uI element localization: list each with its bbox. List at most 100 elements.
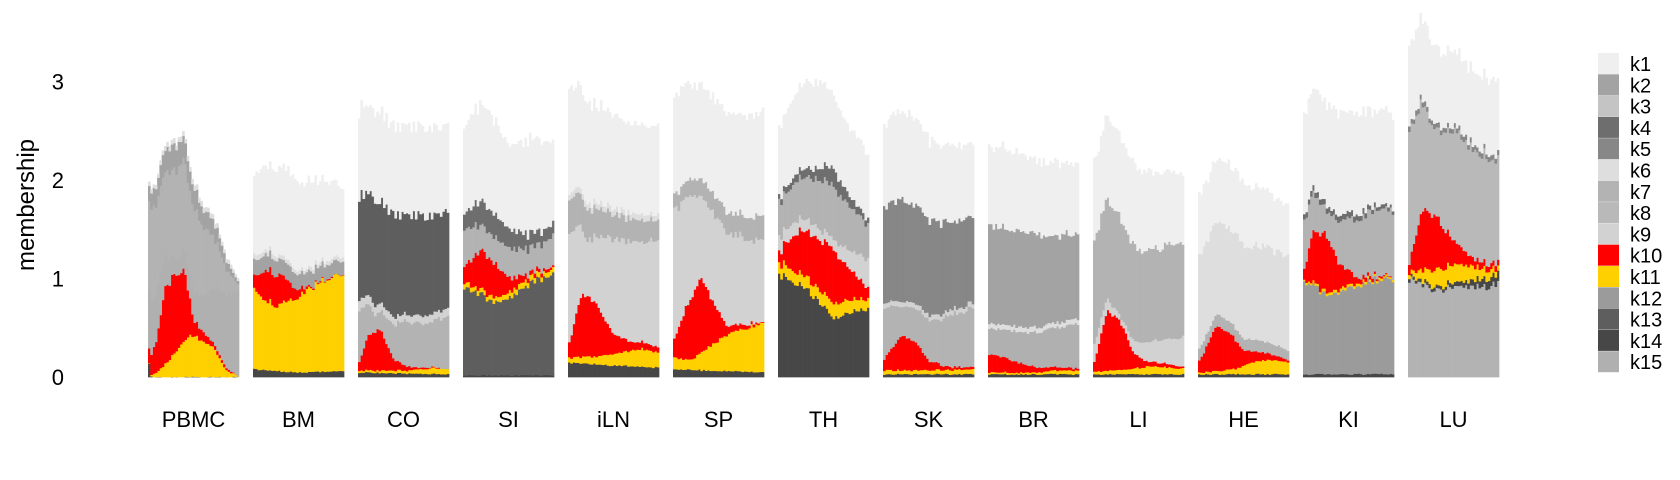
- bar-column: [903, 369, 907, 375]
- bar-column: [309, 287, 313, 372]
- bar-column: [942, 366, 945, 371]
- bar-column: [1339, 109, 1343, 216]
- bar-column: [216, 223, 219, 228]
- bar-column: [1378, 373, 1381, 378]
- bar-column: [150, 193, 153, 210]
- bar-column: [360, 355, 363, 371]
- bar-column: [1417, 278, 1420, 282]
- bar-column: [367, 303, 370, 335]
- bar-column: [488, 110, 491, 209]
- bar-column: [437, 309, 441, 318]
- bar-column: [547, 226, 550, 240]
- bar-column: [853, 296, 856, 310]
- bar-column: [161, 177, 165, 264]
- bar-segment-TH-k4: [778, 161, 870, 227]
- bar-column: [964, 366, 968, 370]
- bar-column: [1181, 244, 1185, 336]
- bar-column: [1017, 326, 1021, 332]
- bar-column: [232, 291, 235, 373]
- bar-column: [314, 264, 318, 281]
- legend-swatch: [1598, 95, 1619, 117]
- bar-column: [1279, 251, 1283, 348]
- bar-column: [358, 300, 361, 312]
- bar-column: [887, 119, 891, 203]
- bar-column: [716, 342, 719, 372]
- bar-column: [937, 368, 941, 374]
- bar-column: [262, 256, 265, 273]
- bar-column: [588, 207, 592, 238]
- bar-column: [1017, 229, 1021, 327]
- bar-column: [1108, 122, 1112, 207]
- bar-column: [506, 226, 509, 247]
- bar-column: [328, 278, 331, 281]
- bar-column: [1339, 291, 1343, 375]
- y-tick-label: 1: [52, 267, 64, 292]
- bar-column: [547, 374, 550, 378]
- bar-column: [544, 228, 548, 242]
- bar-segment-SK-k11: [883, 368, 975, 376]
- bar-column: [472, 257, 475, 288]
- bar-column: [152, 187, 156, 206]
- bar-column: [1489, 160, 1493, 264]
- bar-column: [955, 147, 959, 224]
- bar-column: [686, 180, 690, 198]
- bar-column: [485, 109, 489, 210]
- bar-column: [889, 348, 893, 370]
- bar-column: [784, 113, 788, 187]
- bar-column: [912, 369, 916, 374]
- bar-column: [478, 224, 482, 251]
- bar-column: [510, 375, 514, 378]
- bar-column: [1305, 217, 1308, 262]
- bar-column: [1419, 213, 1423, 269]
- bar-column: [992, 354, 996, 373]
- bar-column: [1307, 283, 1311, 376]
- bar-column: [958, 368, 961, 374]
- bar-column: [597, 238, 601, 308]
- bar-column: [287, 264, 290, 281]
- bar-column: [595, 364, 598, 378]
- bar-column: [314, 281, 318, 372]
- bar-column: [953, 146, 957, 221]
- bar-column: [1211, 373, 1215, 378]
- bar-column: [1273, 354, 1276, 361]
- bar-column: [1473, 149, 1477, 262]
- bar-segment-PBMC-k7: [148, 157, 240, 301]
- bar-column: [1382, 203, 1386, 209]
- bar-column: [547, 277, 550, 375]
- bar-column: [170, 169, 174, 256]
- bar-column: [367, 370, 370, 373]
- bar-column: [492, 375, 496, 378]
- bar-column: [1348, 211, 1352, 219]
- bar-column: [892, 300, 895, 307]
- bar-column: [1097, 327, 1101, 344]
- bar-column: [734, 115, 738, 212]
- bar-column: [1198, 373, 1201, 378]
- bar-column: [1035, 374, 1039, 378]
- bar-column: [716, 99, 719, 199]
- bar-column: [1165, 244, 1169, 339]
- bar-column: [264, 269, 268, 301]
- bar-column: [588, 201, 592, 209]
- bar-column: [624, 123, 628, 216]
- bar-column: [990, 147, 993, 225]
- bar-column: [1489, 155, 1493, 161]
- bar-column: [583, 200, 587, 207]
- bar-column: [700, 177, 703, 196]
- bar-column: [1072, 166, 1075, 236]
- bar-column: [1065, 229, 1068, 320]
- bar-column: [782, 185, 786, 192]
- bar-column: [373, 306, 377, 317]
- bar-column: [862, 219, 865, 257]
- bar-column: [1480, 153, 1484, 159]
- bar-column: [864, 300, 868, 312]
- bar-column: [293, 288, 297, 300]
- bar-column: [198, 202, 201, 221]
- bar-column: [857, 279, 861, 301]
- bar-column: [316, 264, 320, 269]
- bar-column: [579, 193, 583, 225]
- bar-column: [955, 223, 959, 310]
- bar-column: [472, 114, 475, 207]
- bar-column: [1366, 272, 1370, 276]
- bar-column: [1341, 285, 1345, 290]
- bar-column: [1355, 283, 1358, 287]
